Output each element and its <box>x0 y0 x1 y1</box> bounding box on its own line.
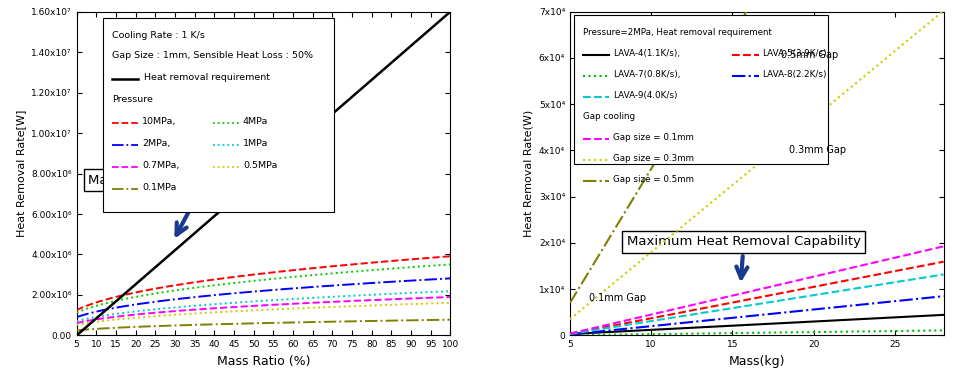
Text: Gap size = 0.3mm: Gap size = 0.3mm <box>613 154 694 163</box>
Text: Gap size = 0.1mm: Gap size = 0.1mm <box>613 133 694 142</box>
Text: Heat removal requirement: Heat removal requirement <box>144 73 270 82</box>
X-axis label: Mass Ratio (%): Mass Ratio (%) <box>217 355 310 368</box>
Text: LAVA-4(1.1K/s),: LAVA-4(1.1K/s), <box>613 49 680 58</box>
Text: 10MPa,: 10MPa, <box>142 117 176 126</box>
Text: Pressure=2MPa, Heat removal requirement: Pressure=2MPa, Heat removal requirement <box>583 28 772 37</box>
Text: 0.7MPa,: 0.7MPa, <box>142 161 179 170</box>
Text: 0.3mm Gap: 0.3mm Gap <box>789 145 847 155</box>
Text: 2MPa,: 2MPa, <box>142 139 171 148</box>
Text: 0.5MPa: 0.5MPa <box>243 161 277 170</box>
Text: LAVA-7(0.8K/s),: LAVA-7(0.8K/s), <box>613 70 680 79</box>
Text: Cooling Rate : 1 K/s: Cooling Rate : 1 K/s <box>112 31 205 40</box>
Text: 0.1MPa: 0.1MPa <box>142 183 176 192</box>
Text: 0.1mm Gap: 0.1mm Gap <box>589 293 647 303</box>
Bar <box>574 15 828 164</box>
Text: LAVA-5(3.9K/s): LAVA-5(3.9K/s) <box>763 49 827 58</box>
Text: 0.5mm Gap: 0.5mm Gap <box>781 50 838 60</box>
Bar <box>103 18 334 213</box>
Text: Gap size = 0.5mm: Gap size = 0.5mm <box>613 175 694 184</box>
Text: 1MPa: 1MPa <box>243 139 268 148</box>
X-axis label: Mass(kg): Mass(kg) <box>728 355 785 368</box>
Text: Maximum Heat Removal Capability: Maximum Heat Removal Capability <box>627 235 861 278</box>
Text: Pressure: Pressure <box>112 95 153 104</box>
Text: LAVA-9(4.0K/s): LAVA-9(4.0K/s) <box>613 91 677 100</box>
Text: Gap cooling: Gap cooling <box>583 112 635 121</box>
Text: Maximum Heat Removal Capability: Maximum Heat Removal Capability <box>88 174 323 235</box>
Text: Gap Size : 1mm, Sensible Heat Loss : 50%: Gap Size : 1mm, Sensible Heat Loss : 50% <box>112 51 313 60</box>
Y-axis label: Heat Removal Rate[W]: Heat Removal Rate[W] <box>15 110 26 237</box>
Y-axis label: Heat Removal Rate(W): Heat Removal Rate(W) <box>523 110 534 237</box>
Text: LAVA-8(2.2K/s): LAVA-8(2.2K/s) <box>763 70 827 79</box>
Text: 4MPa: 4MPa <box>243 117 268 126</box>
